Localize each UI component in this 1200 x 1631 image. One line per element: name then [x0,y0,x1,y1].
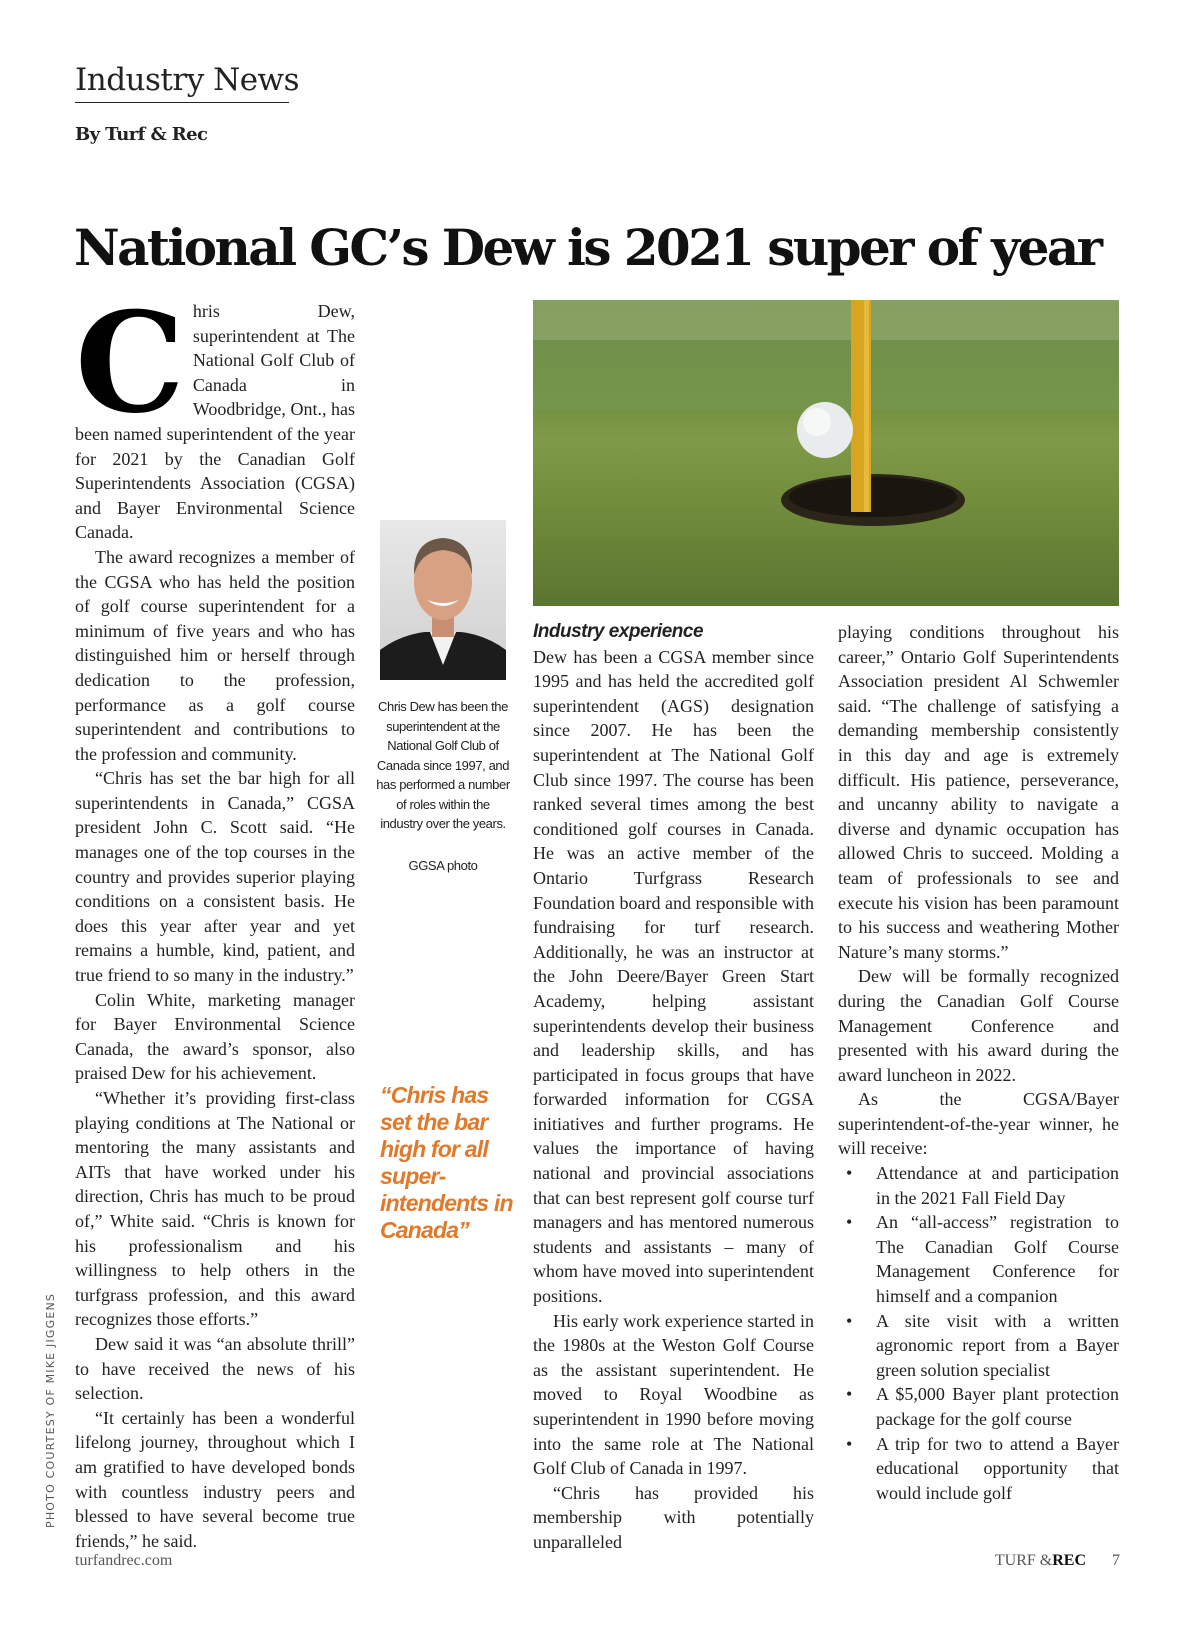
paragraph: Dew will be formally recognized during t… [838,966,1119,1085]
footer-brand: TURF &REC 7 [995,1552,1120,1570]
column-2: Industry experience Dew has been a CGSA … [533,620,814,1555]
portrait-photo [380,520,506,680]
paragraph: “Whether it’s providing first-class play… [75,1088,355,1330]
section-title: Industry News [75,62,300,103]
paragraph: Dew said it was “an absolute thrill” to … [75,1333,355,1404]
golf-hole-photo [533,300,1119,606]
brand-bold: REC [1052,1552,1086,1569]
headline: National GC’s Dew is 2021 super of year [74,218,1103,277]
drop-cap: C [75,281,185,444]
paragraph: The award recognizes a member of the CGS… [75,546,355,764]
photo-credit: PHOTO COURTESY OF MIKE JIGGENS [44,1292,57,1528]
photo-caption: Chris Dew has been the superintendent at… [376,699,510,831]
column-3: playing conditions throughout his career… [838,620,1119,1505]
paragraph: playing conditions throughout his career… [838,622,1119,962]
footer-site: turfandrec.com [75,1552,173,1569]
page-number: 7 [1112,1552,1120,1569]
paragraph: As the CGSA/Bayer superintendent-of-the-… [838,1089,1119,1159]
paragraph: Dew has been a CGSA member since 1995 an… [533,646,814,1307]
byline: By Turf & Rec [75,124,208,145]
subheading: Industry experience [533,621,704,642]
list-item: An “all-access” registration to The Cana… [838,1210,1119,1308]
caption-credit: GGSA photo [408,857,478,873]
paragraph: “It certainly has been a wonderful lifel… [75,1407,355,1551]
paragraph-text: hris Dew, superintendent at The National… [75,301,355,543]
brand-light: TURF & [994,1552,1053,1569]
paragraph: His early work experience started in the… [533,1310,814,1479]
paragraph: “Chris has provided his membership with … [533,1482,814,1552]
prize-list: Attendance at and participation in the 2… [838,1161,1119,1505]
list-item: A site visit with a written agronomic re… [838,1309,1119,1383]
list-item: A $5,000 Bayer plant protection package … [838,1382,1119,1431]
paragraph: Colin White, marketing manager for Bayer… [75,989,355,1084]
list-item: A trip for two to attend a Bayer educati… [838,1432,1119,1506]
pull-quote: “Chris has set the bar high for all supe… [380,1082,514,1243]
paragraph: “Chris has set the bar high for all supe… [75,768,355,986]
caption-block: Chris Dew has been the superintendent at… [376,697,510,875]
list-item: Attendance at and participation in the 2… [838,1161,1119,1210]
